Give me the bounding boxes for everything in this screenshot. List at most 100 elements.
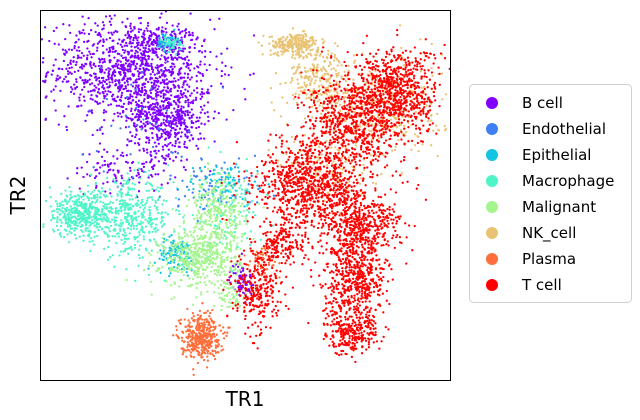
data-point — [291, 56, 294, 59]
data-point — [105, 205, 108, 209]
data-point — [154, 226, 157, 229]
data-point — [161, 253, 164, 256]
data-point — [63, 228, 67, 231]
data-point — [238, 186, 241, 190]
data-point — [84, 119, 87, 123]
data-point — [176, 242, 180, 245]
data-point — [108, 46, 111, 50]
data-point — [101, 68, 104, 72]
data-point — [124, 85, 127, 88]
data-point — [186, 267, 189, 271]
data-point — [177, 56, 181, 59]
data-point — [103, 60, 106, 64]
data-point — [226, 168, 229, 171]
data-point — [209, 198, 212, 201]
data-point — [81, 230, 84, 234]
data-point — [102, 182, 105, 185]
data-point — [166, 182, 169, 185]
data-point — [183, 140, 186, 144]
data-point — [124, 201, 127, 205]
data-point — [212, 117, 215, 120]
data-point — [235, 273, 239, 276]
data-point — [106, 171, 109, 174]
data-point — [138, 230, 141, 234]
data-point — [376, 115, 380, 118]
data-point — [185, 270, 188, 274]
data-point — [149, 91, 153, 95]
data-point — [79, 66, 82, 69]
data-point — [150, 158, 153, 161]
data-point — [106, 203, 109, 206]
data-point — [130, 63, 133, 66]
data-point — [199, 199, 203, 202]
data-point — [111, 253, 114, 257]
data-point — [80, 63, 84, 66]
data-point — [181, 30, 184, 33]
data-point — [63, 215, 66, 218]
data-point — [152, 83, 156, 86]
data-point — [179, 253, 182, 256]
data-point — [313, 75, 317, 78]
data-point — [274, 71, 278, 75]
data-point — [180, 114, 184, 117]
data-point — [122, 71, 126, 75]
data-point — [126, 227, 130, 230]
data-point — [196, 219, 199, 223]
data-point — [210, 247, 213, 250]
data-point — [149, 261, 152, 264]
data-point — [121, 21, 124, 24]
data-point — [326, 86, 329, 89]
data-point — [177, 120, 181, 123]
data-point — [320, 69, 323, 72]
data-point — [118, 254, 121, 257]
data-point — [209, 18, 212, 21]
data-point — [150, 62, 153, 66]
data-point — [230, 244, 233, 247]
data-point — [353, 59, 357, 62]
data-point — [184, 133, 187, 136]
data-point — [136, 51, 139, 54]
data-point — [138, 177, 142, 180]
data-point — [160, 183, 163, 186]
data-point — [319, 112, 323, 115]
data-point — [222, 298, 225, 302]
data-point — [49, 205, 52, 208]
data-point — [105, 216, 109, 219]
data-point — [296, 51, 299, 54]
data-point — [217, 268, 221, 272]
data-point — [165, 199, 168, 203]
data-point — [325, 56, 329, 59]
data-point — [188, 31, 191, 34]
data-point — [78, 222, 81, 225]
data-point — [92, 166, 95, 169]
data-point — [282, 50, 285, 53]
data-point — [175, 266, 178, 269]
data-point — [177, 209, 181, 213]
data-point — [220, 167, 223, 170]
data-point — [192, 235, 195, 239]
data-point — [297, 50, 301, 53]
data-point — [134, 65, 137, 68]
data-point — [72, 92, 76, 95]
data-point — [129, 56, 132, 59]
data-point — [204, 283, 208, 287]
data-point — [162, 216, 165, 219]
data-point — [162, 118, 165, 121]
data-point — [199, 60, 202, 63]
data-point — [160, 212, 163, 215]
data-point — [199, 276, 202, 279]
data-point — [150, 249, 153, 252]
data-point — [253, 180, 257, 183]
data-point — [125, 96, 129, 99]
data-point — [314, 39, 318, 42]
data-point — [137, 41, 140, 44]
data-point — [64, 209, 67, 213]
data-point — [128, 35, 131, 38]
data-point — [173, 65, 176, 68]
data-point — [162, 49, 166, 52]
data-point — [136, 199, 140, 202]
data-point — [213, 272, 217, 276]
data-point — [57, 123, 60, 126]
data-point — [228, 181, 232, 184]
data-point — [199, 206, 202, 209]
